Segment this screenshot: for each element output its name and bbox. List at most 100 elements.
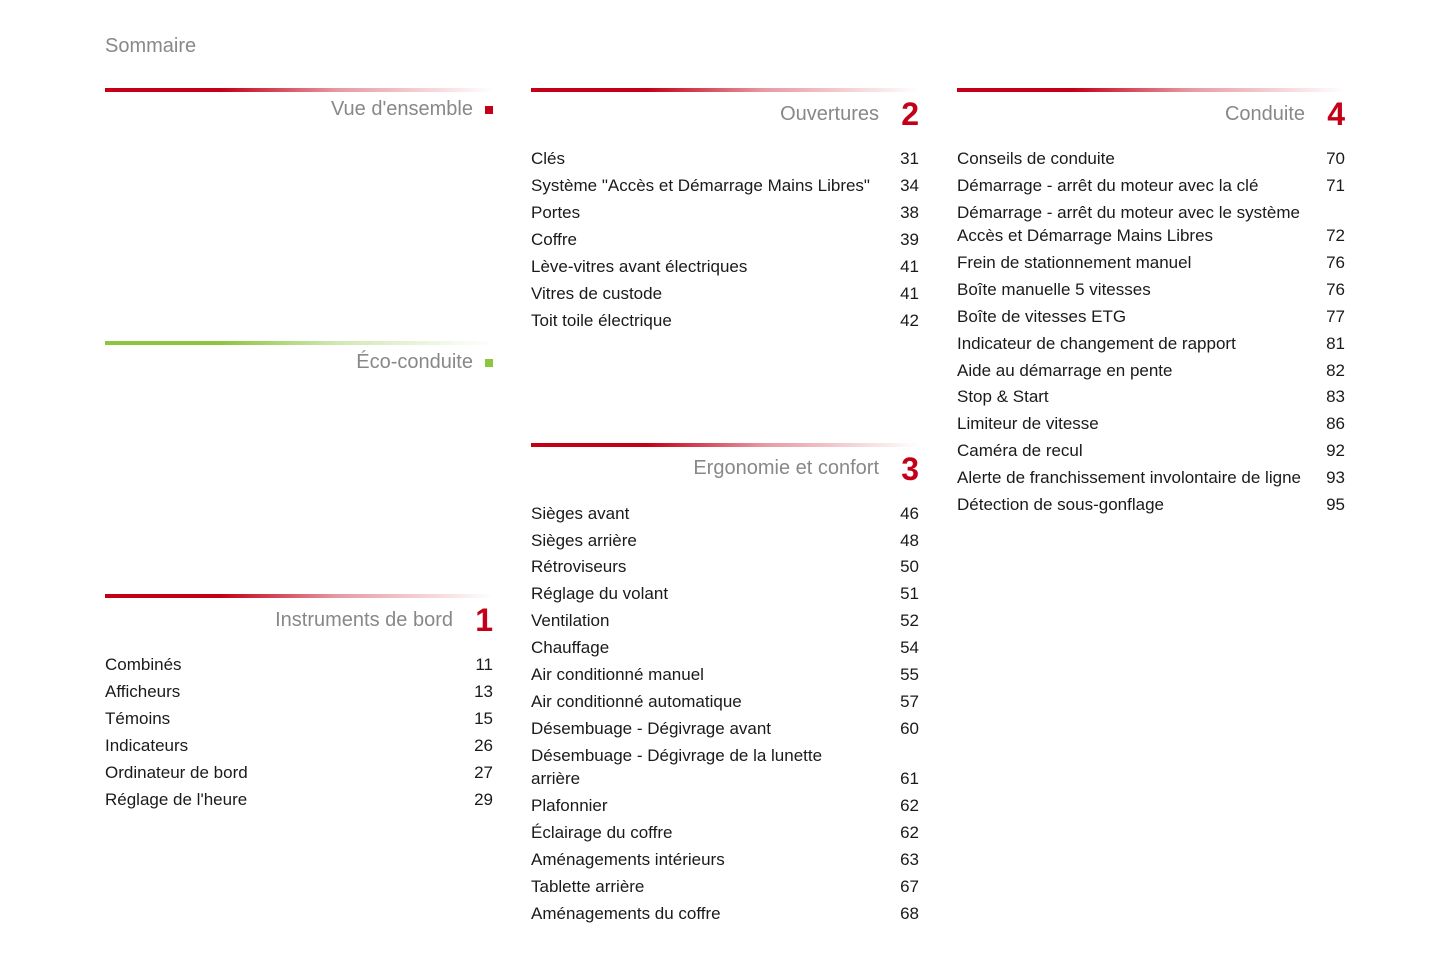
toc-item[interactable]: Démarrage - arrêt du moteur avec la clé7… [957,175,1345,198]
toc-item-label: Éclairage du coffre [531,822,891,845]
section-header: Instruments de bord 1 [105,594,493,636]
column-3: Conduite 4 Conseils de conduite70Démarra… [957,88,1345,956]
toc-item-page: 34 [891,175,919,198]
toc-item[interactable]: Air conditionné automatique57 [531,691,919,714]
toc-item[interactable]: Sièges avant46 [531,503,919,526]
toc-item[interactable]: Démarrage - arrêt du moteur avec le syst… [957,202,1345,248]
toc-item[interactable]: Plafonnier62 [531,795,919,818]
toc-item[interactable]: Combinés11 [105,654,493,677]
toc-item[interactable]: Lève-vitres avant électriques41 [531,256,919,279]
toc-item[interactable]: Clés31 [531,148,919,171]
toc-item-label: Ventilation [531,610,891,633]
toc-item[interactable]: Indicateur de changement de rapport81 [957,333,1345,356]
toc-item-page: 57 [891,691,919,714]
toc-item-label: Aménagements du coffre [531,903,891,926]
toc-item[interactable]: Boîte de vitesses ETG77 [957,306,1345,329]
toc-item-label: Stop & Start [957,386,1317,409]
toc-item-page: 48 [891,530,919,553]
toc-item-label: Indicateurs [105,735,465,758]
section-title-row: Instruments de bord 1 [105,604,493,636]
toc-item-page: 42 [891,310,919,333]
toc-item-label: Boîte de vitesses ETG [957,306,1317,329]
toc-item[interactable]: Désembuage - Dégivrage de la lunette arr… [531,745,919,791]
toc-item-label: Aide au démarrage en pente [957,360,1317,383]
toc-item-page: 55 [891,664,919,687]
section-title-row: Vue d'ensemble [105,98,493,121]
column-1: Vue d'ensemble Éco-conduite Inst [105,88,493,956]
toc-item-page: 60 [891,718,919,741]
toc-item[interactable]: Sièges arrière48 [531,530,919,553]
toc-item-label: Toit toile électrique [531,310,891,333]
toc-item[interactable]: Témoins15 [105,708,493,731]
toc-item[interactable]: Système "Accès et Démarrage Mains Libres… [531,175,919,198]
toc-item-label: Sièges arrière [531,530,891,553]
section-number: 2 [891,98,919,130]
toc-item[interactable]: Chauffage54 [531,637,919,660]
toc-item[interactable]: Tablette arrière67 [531,876,919,899]
section-title: Vue d'ensemble [331,98,473,121]
toc-item-label: Sièges avant [531,503,891,526]
section-number: 4 [1317,98,1345,130]
toc-item[interactable]: Aide au démarrage en pente82 [957,360,1345,383]
toc-item-label: Démarrage - arrêt du moteur avec la clé [957,175,1317,198]
section-ergonomie: Ergonomie et confort 3 Sièges avant46Siè… [531,443,919,926]
toc-item-label: Air conditionné automatique [531,691,891,714]
toc-item-page: 67 [891,876,919,899]
toc-item-page: 81 [1317,333,1345,356]
toc-item[interactable]: Réglage de l'heure29 [105,789,493,812]
toc-item-label: Témoins [105,708,465,731]
toc-item[interactable]: Ventilation52 [531,610,919,633]
section-header: Éco-conduite [105,341,493,374]
toc-item[interactable]: Réglage du volant51 [531,583,919,606]
section-instruments: Instruments de bord 1 Combinés11 Afficheu… [105,594,493,812]
toc-item-page: 92 [1317,440,1345,463]
toc-list-instruments: Combinés11Afficheurs13Témoins15Indicateu… [105,654,493,812]
toc-item[interactable]: Désembuage - Dégivrage avant60 [531,718,919,741]
section-marker-icon [485,359,493,367]
section-header: Ergonomie et confort 3 [531,443,919,485]
section-header: Vue d'ensemble [105,88,493,121]
toc-item[interactable]: Limiteur de vitesse86 [957,413,1345,436]
toc-item[interactable]: Ordinateur de bord27 [105,762,493,785]
toc-item-label: Coffre [531,229,891,252]
toc-item-page: 39 [891,229,919,252]
section-vue-densemble: Vue d'ensemble [105,88,493,121]
toc-item[interactable]: Air conditionné manuel55 [531,664,919,687]
section-bar [105,341,493,345]
toc-item[interactable]: Boîte manuelle 5 vitesses76 [957,279,1345,302]
toc-item[interactable]: Afficheurs13 [105,681,493,704]
spacer [531,363,919,443]
section-bar [531,88,919,92]
toc-item[interactable]: Caméra de recul92 [957,440,1345,463]
toc-item[interactable]: Aménagements intérieurs63 [531,849,919,872]
toc-item[interactable]: Aménagements du coffre68 [531,903,919,926]
section-number: 1 [465,604,493,636]
toc-item-label: Indicateur de changement de rapport [957,333,1317,356]
toc-item-label: Ordinateur de bord [105,762,465,785]
toc-item-label: Vitres de custode [531,283,891,306]
toc-item[interactable]: Alerte de franchissement involontaire de… [957,467,1345,490]
toc-columns: Vue d'ensemble Éco-conduite Inst [105,88,1345,956]
toc-item-page: 62 [891,795,919,818]
toc-item-label: Limiteur de vitesse [957,413,1317,436]
toc-item[interactable]: Stop & Start83 [957,386,1345,409]
toc-item[interactable]: Portes38 [531,202,919,225]
toc-item[interactable]: Indicateurs26 [105,735,493,758]
toc-item-label: Tablette arrière [531,876,891,899]
section-bar [957,88,1345,92]
toc-item[interactable]: Frein de stationnement manuel76 [957,252,1345,275]
toc-item[interactable]: Vitres de custode41 [531,283,919,306]
toc-item-page: 15 [465,708,493,731]
toc-list-ouvertures: Clés31 Système "Accès et Démarrage Mains … [531,148,919,333]
toc-item-page: 54 [891,637,919,660]
toc-item-label: Frein de stationnement manuel [957,252,1317,275]
toc-item[interactable]: Détection de sous-gonflage95 [957,494,1345,517]
toc-item-page: 83 [1317,386,1345,409]
toc-item[interactable]: Toit toile électrique42 [531,310,919,333]
toc-item[interactable]: Rétroviseurs50 [531,556,919,579]
toc-item-page: 76 [1317,252,1345,275]
toc-item[interactable]: Conseils de conduite70 [957,148,1345,171]
toc-item[interactable]: Éclairage du coffre62 [531,822,919,845]
toc-item[interactable]: Coffre39 [531,229,919,252]
toc-item-label: Système "Accès et Démarrage Mains Libres… [531,175,891,198]
